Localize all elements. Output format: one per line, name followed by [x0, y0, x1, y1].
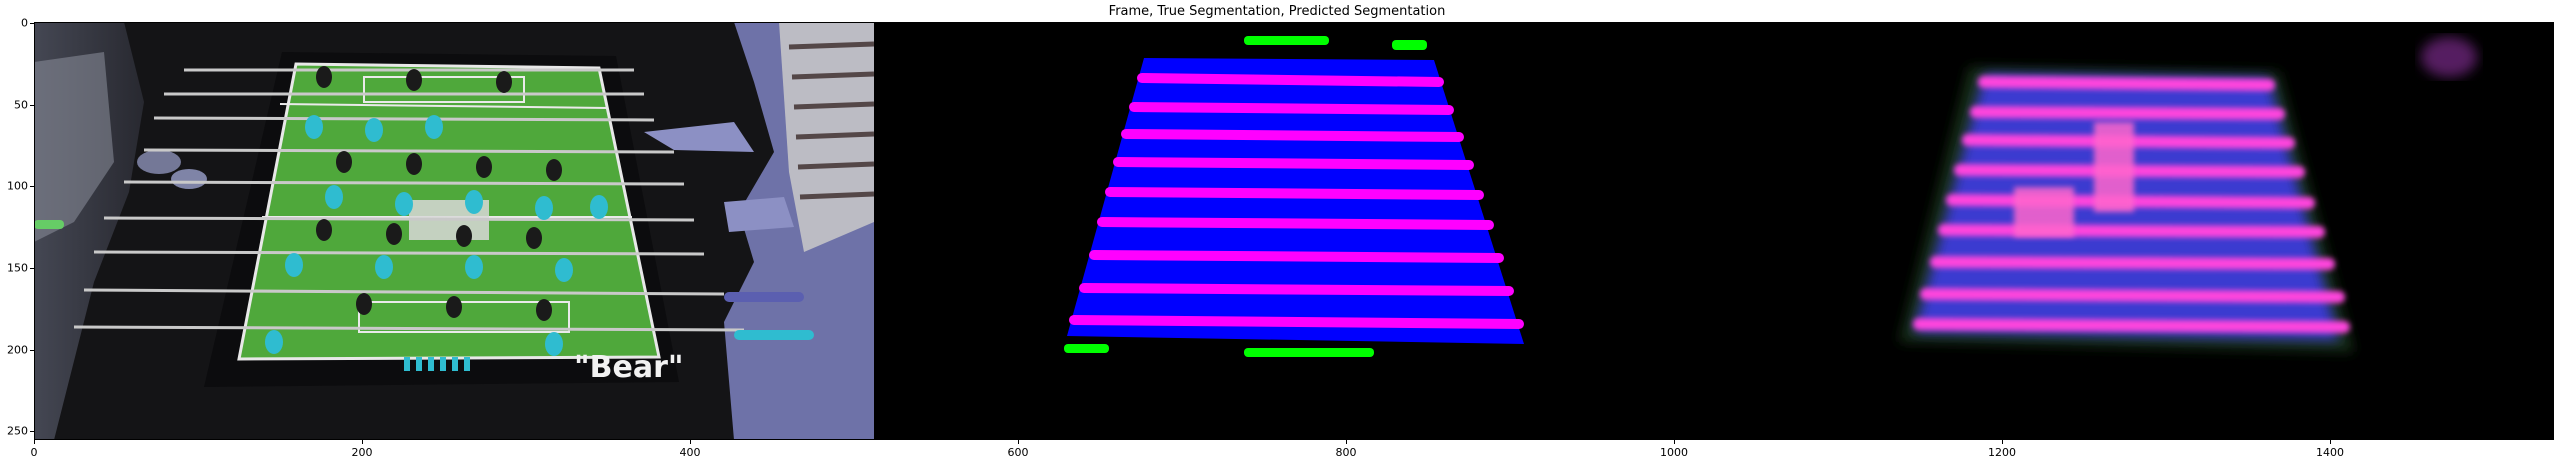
predicted-segmentation-panel [1714, 22, 2554, 440]
frame-panel: "Bear" [34, 22, 875, 440]
rod-masks [1069, 73, 1524, 329]
x-tick-label: 600 [1007, 446, 1029, 459]
x-tick-label: 1400 [2316, 446, 2344, 459]
x-tick-label: 400 [679, 446, 701, 459]
predicted-rods [1913, 76, 2350, 333]
true-segmentation-panel [874, 22, 1714, 440]
player-masks [1064, 36, 1427, 357]
figure-title: Frame, True Segmentation, Predicted Segm… [1108, 4, 1446, 19]
composite-image: "Bear" [34, 22, 2554, 440]
y-tick-label: 50 [14, 98, 28, 112]
x-tick-label: 800 [1335, 446, 1357, 459]
y-tick-label: 150 [7, 261, 28, 275]
x-tick-label: 0 [30, 446, 38, 459]
players-cyan [265, 115, 608, 356]
table-brand-label: "Bear" [574, 350, 684, 385]
x-tick-label: 1000 [1660, 446, 1688, 459]
y-tick-label: 200 [7, 343, 28, 357]
y-tick-label: 100 [7, 179, 28, 193]
rods [73, 68, 745, 332]
y-tick-label: 250 [7, 424, 28, 438]
y-tick-label: 0 [21, 16, 28, 30]
image-axes: "Bear" [34, 22, 2554, 440]
players-black [316, 66, 562, 321]
x-tick-label: 200 [351, 446, 373, 459]
x-tick-label: 1200 [1988, 446, 2016, 459]
